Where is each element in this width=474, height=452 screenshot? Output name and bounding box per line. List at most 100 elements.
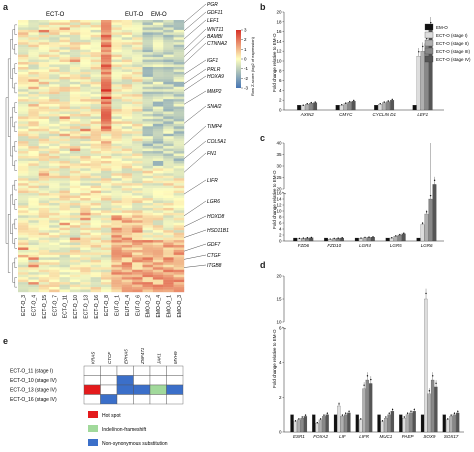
heatmap-cell: [59, 141, 71, 144]
heatmap-cell: [142, 57, 154, 60]
dendrogram-branch: [14, 218, 17, 230]
heatmap-cell: [38, 24, 50, 28]
heatmap-cell: [163, 123, 174, 127]
heatmap-cell: [49, 269, 60, 273]
heatmap-cell: [49, 237, 60, 241]
heatmap-cell: [173, 178, 185, 181]
heatmap-cell: [152, 207, 164, 211]
heatmap-cell: [80, 148, 91, 152]
gene-leader-line: [183, 42, 207, 64]
heatmap-cell: [80, 153, 91, 157]
heatmap-cell: [101, 188, 112, 191]
heatmap-cell: [59, 284, 71, 288]
heatmap-cell: [18, 198, 29, 201]
heatmap-cell: [80, 89, 91, 92]
heatmap-cell: [173, 89, 185, 92]
heatmap-cell: [163, 69, 174, 73]
heatmap-cell: [49, 104, 60, 107]
heatmap-cell: [38, 254, 50, 258]
heatmap-cell: [142, 262, 154, 265]
heatmap-cell: [59, 242, 71, 246]
data-point: [450, 414, 452, 416]
heatmap-cell: [111, 188, 122, 191]
gene-label: CTNNA2: [207, 41, 227, 47]
heatmap-cell: [152, 39, 164, 43]
heatmap-cell: [28, 200, 39, 204]
heatmap-cells: [18, 20, 185, 293]
heatmap-cell: [142, 205, 154, 209]
heatmap-cell: [163, 227, 174, 231]
heatmap-cell: [142, 59, 154, 63]
heatmap-cell: [49, 81, 60, 85]
heatmap-cell: [101, 121, 112, 125]
heatmap-cell: [69, 215, 81, 219]
heatmap-cell: [163, 287, 174, 290]
heatmap-cell: [142, 235, 154, 238]
heatmap-cell: [90, 252, 102, 256]
heatmap-cell: [163, 158, 174, 162]
heatmap-cell: [142, 190, 154, 194]
heatmap-cell: [90, 27, 102, 31]
heatmap-cell: [132, 126, 143, 129]
heatmap-cell: [163, 104, 174, 107]
heatmap-cell: [121, 54, 133, 58]
bar: [416, 55, 421, 111]
dendrogram-branch: [12, 68, 15, 89]
heatmap-cell: [111, 131, 122, 134]
heatmap-cell: [28, 230, 39, 233]
heatmap-cell: [18, 27, 29, 31]
bar: [351, 101, 356, 111]
heatmap-cell: [173, 99, 185, 102]
heatmap-cell: [132, 235, 143, 238]
heatmap-cell: [18, 84, 29, 87]
heatmap-cell: [80, 235, 91, 238]
legend-swatch: [424, 55, 434, 63]
y-tick-label: 16: [276, 191, 282, 196]
heatmap-cell: [111, 220, 122, 223]
heatmap-cell: [18, 289, 29, 293]
heatmap-cell: [121, 116, 133, 120]
heatmap-cell: [111, 245, 122, 248]
heatmap-cell: [142, 89, 154, 92]
x-category-label: FZD10: [327, 243, 341, 248]
heatmap-cell: [101, 235, 112, 238]
heatmap-cell: [80, 113, 91, 117]
heatmap-cell: [80, 71, 91, 75]
heatmap-cell: [38, 193, 50, 196]
heatmap-cell: [121, 42, 133, 45]
heatmap-cell: [59, 79, 71, 83]
heatmap-cell: [101, 257, 112, 261]
heatmap-cell: [111, 99, 122, 102]
heatmap-cell: [101, 24, 112, 28]
data-point: [310, 101, 312, 104]
heatmap-cell: [111, 47, 122, 50]
heatmap-cell: [101, 79, 112, 83]
heatmap-cell: [49, 94, 60, 97]
heatmap-cell: [28, 96, 39, 100]
panel-c-ylabel: Fold change relative to EM-O: [272, 170, 277, 229]
bar: [290, 414, 294, 433]
heatmap-cell: [142, 27, 154, 31]
heatmap-cell: [90, 267, 102, 270]
heatmap-cell: [173, 284, 185, 288]
heatmap-cell: [111, 198, 122, 201]
heatmap-cell: [38, 143, 50, 147]
heatmap-cell: [38, 20, 50, 23]
heatmap-cell: [152, 62, 164, 65]
heatmap-cell: [121, 27, 133, 31]
scale-tick-label: 1: [244, 47, 247, 52]
heatmap-cell: [38, 34, 50, 38]
dendrogram-branch: [12, 107, 15, 128]
heatmap-cell: [49, 44, 60, 48]
heatmap-cell: [163, 178, 174, 181]
heatmap-cell: [111, 156, 122, 159]
heatmap-cell: [152, 163, 164, 167]
bar: [399, 414, 403, 433]
heatmap-cell: [111, 66, 122, 70]
heatmap-cell: [163, 240, 174, 243]
heatmap-cell: [90, 230, 102, 233]
heatmap-cell: [152, 170, 164, 174]
heatmap-cell: [90, 20, 102, 23]
heatmap-cell: [132, 180, 143, 184]
heatmap-cell: [121, 104, 133, 107]
